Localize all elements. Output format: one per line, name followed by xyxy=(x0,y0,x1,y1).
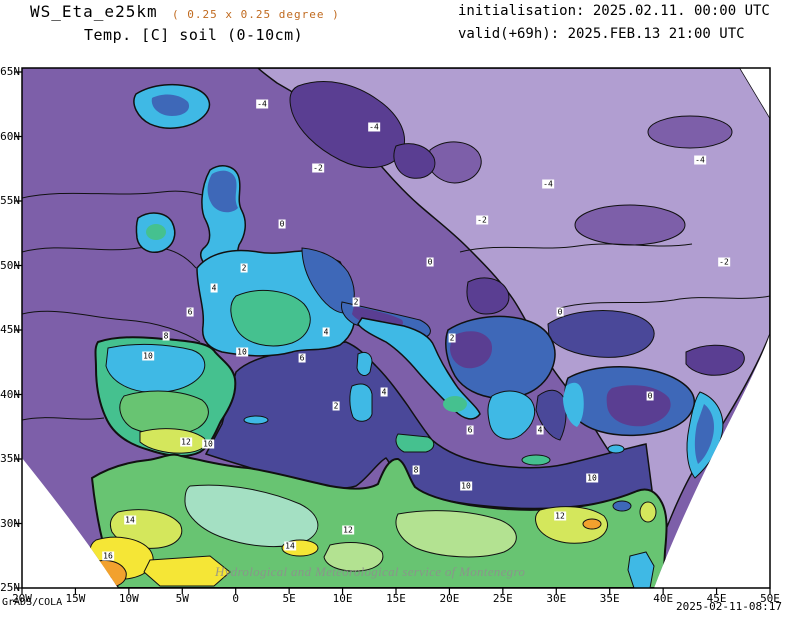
lat-ticks xyxy=(15,71,22,589)
baltic-sea xyxy=(427,141,482,184)
contour-label: 16 xyxy=(102,551,114,561)
lon-label: 50E xyxy=(760,592,780,605)
contour-label: 6 xyxy=(298,353,306,363)
valid-time: valid(+69h): 2025.FEB.13 21:00 UTC xyxy=(458,26,745,42)
contour-label: 14 xyxy=(284,541,296,551)
lat-label: 55N xyxy=(0,194,20,207)
contour-label: 0 xyxy=(278,219,286,229)
contour-label: 8 xyxy=(162,331,170,341)
contour-label: 0 xyxy=(426,257,434,267)
lon-label: 25E xyxy=(492,592,513,605)
contour-label: -2 xyxy=(312,163,324,173)
contour-label: 12 xyxy=(180,437,192,447)
contour-label: 10 xyxy=(586,473,598,483)
contour-label: 14 xyxy=(124,515,136,525)
lon-label: 35E xyxy=(599,592,620,605)
resolution-note: ( 0.25 x 0.25 degree ) xyxy=(172,8,340,21)
lon-label: 15W xyxy=(65,592,86,605)
contour-label: 12 xyxy=(554,511,566,521)
contour-label: -4 xyxy=(542,179,554,189)
italy xyxy=(357,317,481,420)
contour-label: 6 xyxy=(186,307,194,317)
lon-label: 30E xyxy=(546,592,567,605)
contour-label: 2 xyxy=(240,263,248,273)
red-sea xyxy=(627,551,655,588)
contour-label: 4 xyxy=(380,387,388,397)
black-sea xyxy=(547,310,655,358)
caucasus-cold xyxy=(685,344,745,376)
contour-label: -2 xyxy=(718,257,730,267)
lon-label: 5E xyxy=(282,592,296,605)
grads-credit: GrADS/COLA xyxy=(2,597,63,608)
lat-label: 45N xyxy=(0,323,20,336)
balearics xyxy=(243,415,269,425)
lon-label: 20W xyxy=(12,592,32,605)
lat-label: 35N xyxy=(0,452,20,465)
timestamp: 2025-02-11-08:17 xyxy=(676,600,782,613)
contour-label: 2 xyxy=(332,401,340,411)
contour-label: 4 xyxy=(536,425,544,435)
contour-label: 4 xyxy=(322,327,330,337)
contour-label: -4 xyxy=(694,155,706,165)
model-name: WS_Eta_e25km xyxy=(30,2,158,21)
cyprus xyxy=(607,444,625,454)
lon-label: 20E xyxy=(439,592,460,605)
nile-delta xyxy=(612,500,632,512)
lat-label: 65N xyxy=(0,65,20,78)
lon-label: 45E xyxy=(706,592,727,605)
lon-label: 40E xyxy=(653,592,674,605)
watermark: Hydrological and Meteorological service … xyxy=(215,564,526,579)
sardinia xyxy=(349,383,373,422)
lat-label: 25N xyxy=(0,581,20,594)
contour-label: 10 xyxy=(142,351,154,361)
contour-label: 0 xyxy=(556,307,564,317)
corsica xyxy=(356,351,373,376)
contour-label: 10 xyxy=(202,439,214,449)
sicily xyxy=(395,433,435,453)
contour-label: 6 xyxy=(466,425,474,435)
lon-label: 5W xyxy=(175,592,189,605)
contour-label: 10 xyxy=(236,347,248,357)
field-title: Temp. [C] soil (0-10cm) xyxy=(84,26,304,44)
contour-label: 8 xyxy=(412,465,420,475)
lat-label: 60N xyxy=(0,129,20,143)
lon-label: 10E xyxy=(332,592,353,605)
contour-label: -4 xyxy=(256,99,268,109)
contour-label: -4 xyxy=(368,122,380,132)
lon-label: 0 xyxy=(232,592,240,605)
contour-label: 12 xyxy=(342,525,354,535)
lon-ticks xyxy=(21,588,771,594)
greece xyxy=(487,390,536,440)
contour-label: 0 xyxy=(646,391,654,401)
contour-label: -2 xyxy=(476,215,488,225)
lat-label: 40N xyxy=(0,387,20,401)
lat-label: 50N xyxy=(0,258,20,272)
carpathians-cold xyxy=(466,277,510,315)
crete xyxy=(521,454,551,466)
contour-label: 4 xyxy=(210,283,218,293)
contour-label: 10 xyxy=(460,481,472,491)
scandinavia-cold xyxy=(289,81,405,169)
lat-label: 30N xyxy=(0,516,20,530)
lon-label: 10W xyxy=(118,592,139,605)
lon-label: 15E xyxy=(386,592,406,605)
temperature-field xyxy=(22,68,770,588)
init-time: initialisation: 2025.02.11. 00:00 UTC xyxy=(458,3,770,19)
contour-label: 2 xyxy=(352,297,360,307)
contour-label: 2 xyxy=(448,333,456,343)
